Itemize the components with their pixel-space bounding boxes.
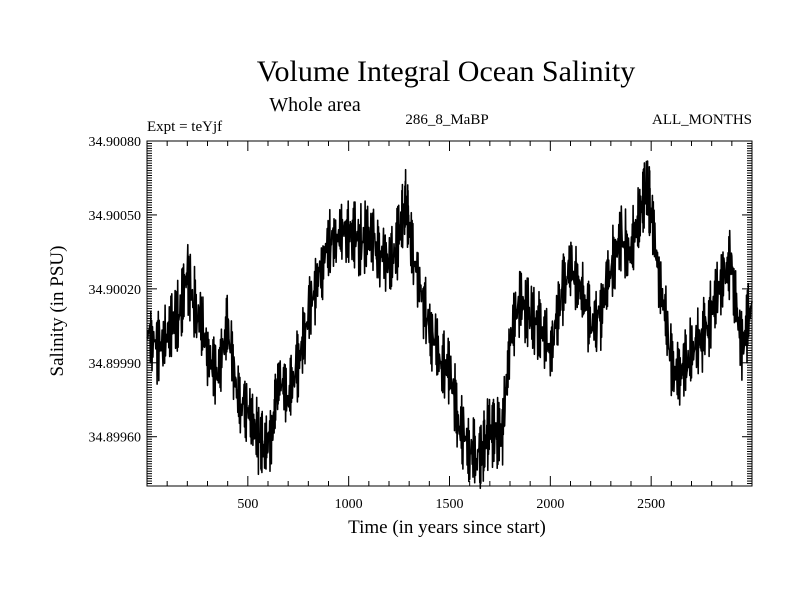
period-label: 286_8_MaBP bbox=[405, 112, 488, 128]
salinity-series-line bbox=[146, 160, 753, 490]
x-tick-label: 2500 bbox=[637, 497, 665, 512]
y-axis-ticks: 34.89960 34.89990 34.90020 34.90050 34.90080 bbox=[89, 135, 752, 487]
chart-subtitle: Whole area bbox=[269, 94, 361, 116]
y-tick-label: 34.90020 bbox=[89, 283, 142, 298]
y-tick-label: 34.89990 bbox=[89, 357, 142, 372]
x-axis-ticks: 500 1000 1500 2000 2500 bbox=[166, 141, 733, 512]
plot-frame bbox=[146, 140, 753, 487]
y-axis-label: Salinity (in PSU) bbox=[47, 246, 68, 377]
y-tick-label: 34.90080 bbox=[89, 135, 142, 150]
x-tick-label: 2000 bbox=[536, 497, 564, 512]
series-layer bbox=[146, 160, 753, 490]
experiment-label: Expt = teYjf bbox=[147, 119, 222, 135]
x-axis-label: Time (in years since start) bbox=[348, 517, 546, 538]
y-tick-label: 34.90050 bbox=[89, 209, 142, 224]
months-label: ALL_MONTHS bbox=[652, 112, 752, 128]
chart-title: Volume Integral Ocean Salinity bbox=[257, 55, 636, 88]
x-tick-label: 1500 bbox=[436, 497, 464, 512]
y-tick-label: 34.89960 bbox=[89, 431, 142, 446]
x-tick-label: 1000 bbox=[335, 497, 363, 512]
x-tick-label: 500 bbox=[237, 497, 258, 512]
